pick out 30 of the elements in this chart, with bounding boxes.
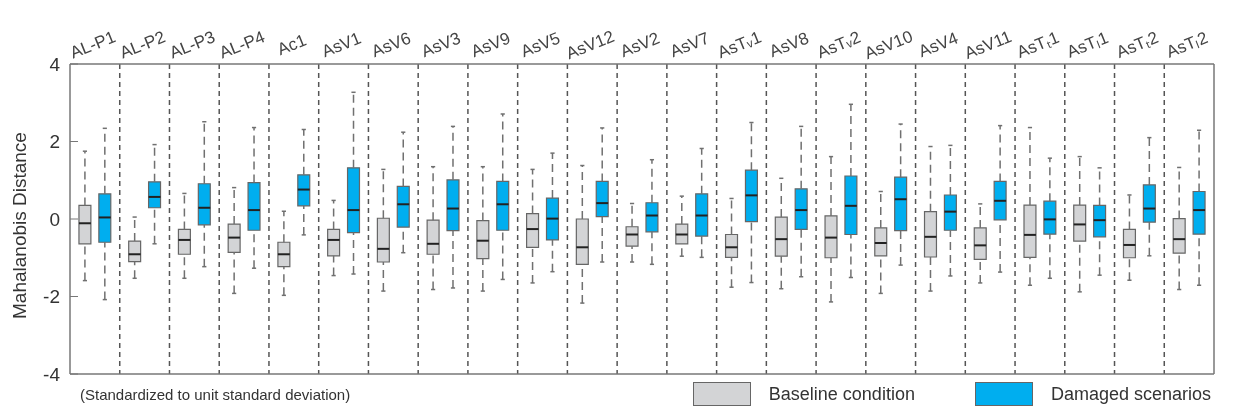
x-tick-label: AsV8	[766, 28, 812, 62]
text: (Standardized to unit standard deviation)	[80, 385, 351, 403]
x-tick-label: AsV3	[418, 28, 464, 62]
y-tick-label: 2	[49, 131, 60, 153]
y-tick-label: 4	[49, 53, 61, 75]
x-tick-label: AsV9	[468, 28, 514, 62]
x-tick-label: AsV6	[368, 28, 414, 62]
legend-label: Baseline condition	[768, 383, 915, 405]
x-tick-label: AL-P4	[216, 27, 268, 63]
x-tick-label: AsV5	[518, 28, 563, 62]
legend-label: Damaged scenarios	[1050, 383, 1211, 405]
x-tick-label: AsTₗ1	[1064, 28, 1111, 62]
y-tick-label: 0	[49, 208, 60, 230]
x-tick-label: AL-P3	[166, 27, 218, 63]
x-tick-label: AsV11	[961, 26, 1015, 63]
y-axis-title: Mahalanobis Distance	[8, 132, 30, 319]
x-tick-label: Ac1	[274, 30, 309, 60]
x-tick-label: AsTᵥ2	[814, 27, 864, 63]
y-tick-label: -2	[43, 286, 60, 308]
x-tick-label: AsV4	[915, 28, 961, 62]
y-tick-label: -4	[43, 363, 61, 385]
x-tick-label: AsTₜ1	[1014, 27, 1062, 62]
x-tick-label: AsV2	[617, 28, 663, 62]
x-tick-label: AL-P2	[117, 27, 169, 63]
x-tick-label: AsV1	[319, 28, 364, 62]
x-tick-label: AL-P1	[67, 27, 119, 63]
x-tick-label: AsTₗ2	[1163, 28, 1211, 62]
x-tick-label: AsTᵥ1	[714, 27, 764, 63]
x-tick-label: AsV7	[667, 28, 713, 62]
x-tick-label: AsTₜ2	[1113, 27, 1162, 62]
